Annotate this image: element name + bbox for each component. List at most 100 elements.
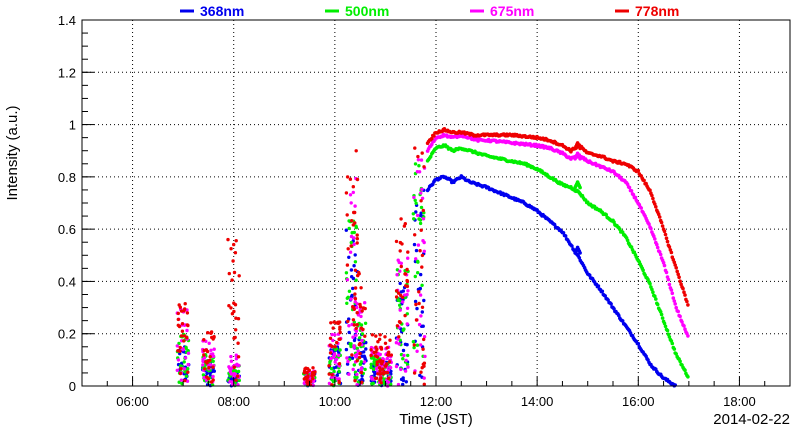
scatter-point (398, 269, 402, 273)
scatter-point (211, 354, 216, 358)
scatter-point (344, 191, 349, 195)
data-point (685, 299, 689, 304)
scatter-point (400, 295, 405, 299)
data-point (647, 222, 651, 226)
scatter-point (422, 165, 426, 169)
legend: 368nm 500nm 675nm 778nm (180, 3, 679, 19)
scatter-point (310, 372, 315, 376)
scatter-point (418, 221, 423, 226)
scatter-point (386, 380, 390, 384)
scatter-point (352, 242, 356, 247)
scatter-point (376, 372, 380, 376)
data-point (683, 368, 687, 373)
scatter-point (227, 365, 231, 369)
data-point (667, 335, 672, 339)
scatter-point (184, 374, 189, 378)
scatter-point (379, 376, 383, 380)
scatter-point (421, 208, 425, 213)
data-point (596, 284, 601, 288)
data-point (652, 234, 656, 238)
scatter-point (386, 376, 391, 380)
scatter-point (180, 361, 184, 365)
scatter-point (349, 268, 354, 272)
scatter-point (398, 249, 402, 253)
scatter-point (416, 154, 420, 159)
scatter-point (420, 310, 424, 314)
scatter-point (388, 338, 392, 342)
scatter-point (363, 321, 368, 325)
x-tick-label: 18:00 (723, 394, 756, 409)
data-point (633, 195, 638, 200)
data-point (627, 185, 632, 190)
scatter-point (416, 158, 421, 162)
y-tick-label: 1.2 (58, 65, 76, 80)
scatter-point (329, 321, 333, 325)
data-point (682, 324, 686, 328)
data-point (625, 238, 630, 243)
scatter-point (333, 360, 337, 364)
scatter-point (229, 354, 233, 359)
scatter-point (327, 364, 331, 368)
scatter-point (420, 196, 425, 200)
data-point (629, 189, 634, 193)
scatter-point (387, 360, 392, 364)
data-point (674, 305, 678, 310)
scatter-point (384, 364, 388, 368)
scatter-point (355, 372, 359, 377)
scatter-point (422, 249, 426, 253)
scatter-point (423, 354, 427, 359)
scatter-point (209, 331, 213, 335)
data-point (578, 146, 582, 151)
scatter-point (176, 311, 180, 316)
scatter-point (206, 331, 210, 335)
scatter-point (355, 237, 359, 241)
scatter-point (348, 193, 353, 197)
scatter-point (372, 350, 376, 355)
scatter-point (234, 239, 238, 243)
scatter-point (302, 371, 306, 375)
x-tick-label: 14:00 (521, 394, 554, 409)
scatter-point (422, 382, 426, 386)
scatter-point (202, 338, 206, 342)
scatter-point (348, 177, 353, 181)
scatter-point (422, 364, 426, 368)
scatter-point (381, 367, 385, 371)
data-point (686, 375, 690, 379)
scatter-point (371, 367, 376, 371)
scatter-point (234, 378, 238, 382)
scatter-point (347, 289, 352, 293)
scatter-point (406, 289, 410, 293)
scatter-point (344, 347, 349, 352)
scatter-point (344, 228, 348, 232)
data-point (659, 312, 664, 317)
scatter-point (360, 309, 364, 313)
scatter-point (332, 354, 336, 358)
scatter-point (234, 316, 238, 320)
y-axis-title: Intensity (a.u.) (4, 105, 21, 200)
scatter-point (305, 377, 309, 382)
data-point (657, 215, 662, 219)
scatter-point (328, 360, 332, 364)
data-point (653, 294, 657, 299)
scatter-point (369, 362, 373, 366)
data-point (636, 168, 641, 173)
scatter-point (422, 298, 426, 303)
data-point (620, 319, 625, 323)
scatter-point (236, 369, 241, 374)
scatter-point (328, 336, 333, 340)
scatter-point (378, 369, 382, 373)
scatter-point (396, 258, 400, 262)
scatter-point (337, 379, 341, 384)
scatter-point (354, 225, 359, 230)
scatter-point (420, 253, 425, 258)
scatter-point (233, 369, 238, 373)
scatter-point (237, 378, 241, 383)
series-778nm (176, 127, 690, 387)
scatter-point (401, 348, 406, 353)
scatter-point (383, 335, 387, 339)
scatter-point (182, 367, 187, 371)
data-point (641, 268, 645, 273)
data-point (671, 296, 676, 300)
scatter-point (205, 371, 209, 376)
scatter-point (420, 305, 425, 309)
